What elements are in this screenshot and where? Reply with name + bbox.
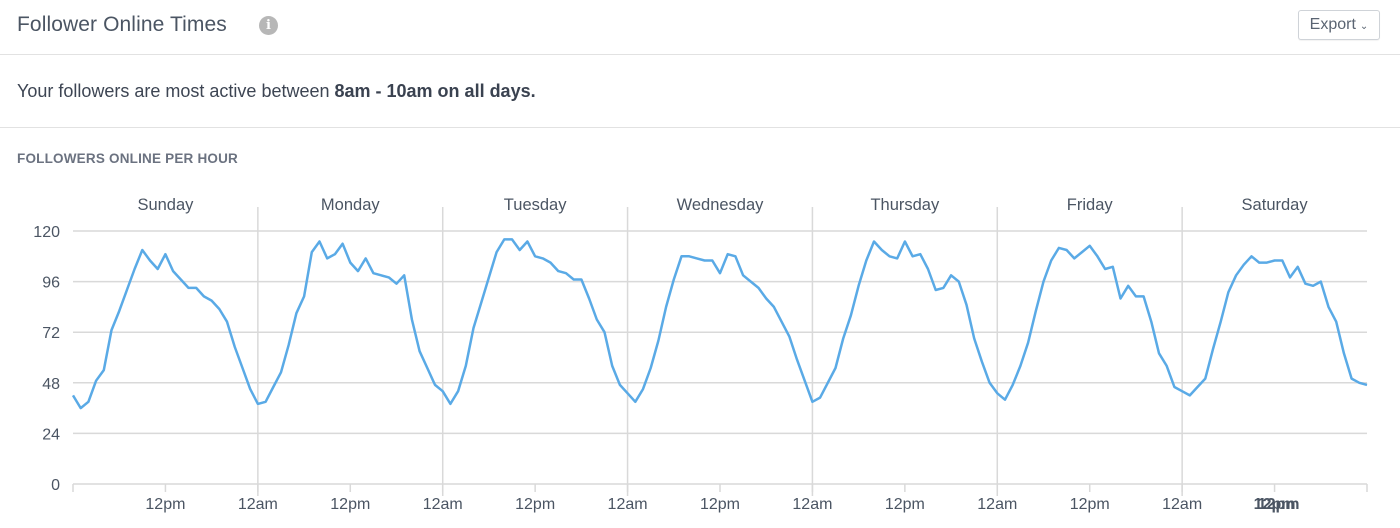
y-tick-label: 24 bbox=[42, 426, 60, 443]
followers-line-chart: 0 24 48 72 96 120 Sunday Monday Tuesday Wednesday… bbox=[33, 196, 1368, 513]
x-tick-label: 12am bbox=[792, 496, 832, 513]
day-label: Sunday bbox=[137, 196, 194, 214]
export-button[interactable]: Export ⌄ bbox=[1298, 10, 1380, 40]
info-icon[interactable]: i bbox=[259, 16, 278, 35]
chevron-down-icon: ⌄ bbox=[1359, 20, 1369, 32]
x-tick-label: 12pm bbox=[700, 496, 740, 513]
y-tick-label: 120 bbox=[33, 224, 60, 241]
x-tick-label: 12pm bbox=[330, 496, 370, 513]
page-title: Follower Online Times bbox=[17, 13, 227, 36]
day-label: Tuesday bbox=[504, 196, 567, 214]
day-label: Monday bbox=[321, 196, 380, 214]
day-label: Saturday bbox=[1242, 196, 1309, 214]
y-tick-label: 0 bbox=[51, 477, 60, 494]
x-tick-label: 12am bbox=[608, 496, 648, 513]
y-tick-label: 72 bbox=[42, 325, 60, 342]
x-tick-label: 12am bbox=[1162, 496, 1202, 513]
followers-line bbox=[71, 238, 1368, 410]
day-label: Thursday bbox=[870, 196, 940, 214]
chart-title: FOLLOWERS ONLINE PER HOUR bbox=[17, 151, 238, 166]
x-tick-label: 12am bbox=[238, 496, 278, 513]
summary-section: Your followers are most active between 8… bbox=[0, 56, 1400, 128]
x-tick-label: 12pm bbox=[1258, 496, 1300, 513]
x-tick-label: 12pm bbox=[515, 496, 555, 513]
summary-prefix: Your followers are most active between bbox=[17, 81, 335, 101]
summary-text: Your followers are most active between 8… bbox=[17, 81, 536, 102]
y-tick-label: 96 bbox=[42, 275, 60, 292]
x-tick-label: 12pm bbox=[1254, 496, 1296, 513]
card-header: Follower Online Times i Export ⌄ bbox=[0, 0, 1400, 55]
day-label: Wednesday bbox=[677, 196, 765, 214]
x-tick-label: 12pm bbox=[145, 496, 185, 513]
y-tick-label: 48 bbox=[42, 376, 60, 393]
day-label: Friday bbox=[1067, 196, 1114, 214]
summary-highlight: 8am - 10am on all days. bbox=[334, 81, 536, 101]
export-label: Export bbox=[1309, 16, 1356, 33]
x-tick-label: 12am bbox=[977, 496, 1017, 513]
x-tick-label: 12pm bbox=[885, 496, 925, 513]
x-tick-label: 12pm bbox=[1070, 496, 1110, 513]
x-tick-label: 12am bbox=[423, 496, 463, 513]
